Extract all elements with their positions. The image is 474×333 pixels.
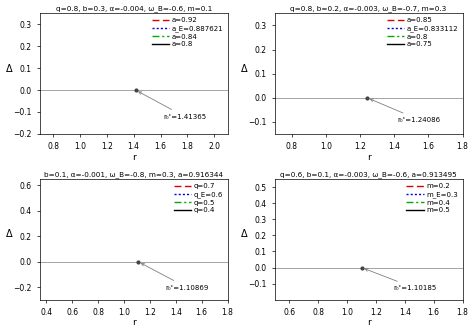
Y-axis label: Δ: Δ	[6, 229, 12, 239]
Y-axis label: Δ: Δ	[240, 229, 247, 239]
X-axis label: r: r	[132, 153, 136, 162]
X-axis label: r: r	[367, 153, 371, 162]
Legend: a=0.92, a_E=0.887621, a=0.84, a=0.8: a=0.92, a_E=0.887621, a=0.84, a=0.8	[149, 15, 226, 50]
Title: q=0.8, b=0.2, α=-0.003, ω_B=-0.7, m=0.3: q=0.8, b=0.2, α=-0.003, ω_B=-0.7, m=0.3	[291, 6, 447, 12]
Title: b=0.1, α=-0.001, ω_B=-0.8, m=0.3, a=0.916344: b=0.1, α=-0.001, ω_B=-0.8, m=0.3, a=0.91…	[44, 171, 223, 178]
Title: q=0.6, b=0.1, α=-0.003, ω_B=-0.6, a=0.913495: q=0.6, b=0.1, α=-0.003, ω_B=-0.6, a=0.91…	[280, 171, 457, 178]
Legend: a=0.85, a_E=0.833112, a=0.8, a=0.75: a=0.85, a_E=0.833112, a=0.8, a=0.75	[384, 15, 461, 50]
Text: r₀ᶜ=1.10185: r₀ᶜ=1.10185	[365, 269, 437, 291]
Y-axis label: Δ: Δ	[6, 64, 12, 74]
X-axis label: r: r	[132, 318, 136, 327]
Y-axis label: Δ: Δ	[240, 64, 247, 74]
Text: r₀ᶜ=1.41365: r₀ᶜ=1.41365	[139, 92, 206, 120]
Legend: m=0.2, m_E=0.3, m=0.4, m=0.5: m=0.2, m_E=0.3, m=0.4, m=0.5	[404, 180, 461, 216]
Legend: q=0.7, q_E=0.6, q=0.5, q=0.4: q=0.7, q_E=0.6, q=0.5, q=0.4	[171, 180, 226, 216]
Text: r₀ᶜ=1.24086: r₀ᶜ=1.24086	[371, 99, 441, 123]
Title: q=0.8, b=0.3, α=-0.004, ω_B=-0.6, m=0.1: q=0.8, b=0.3, α=-0.004, ω_B=-0.6, m=0.1	[55, 6, 212, 12]
Text: r₀ᶜ=1.10869: r₀ᶜ=1.10869	[141, 263, 209, 291]
X-axis label: r: r	[367, 318, 371, 327]
